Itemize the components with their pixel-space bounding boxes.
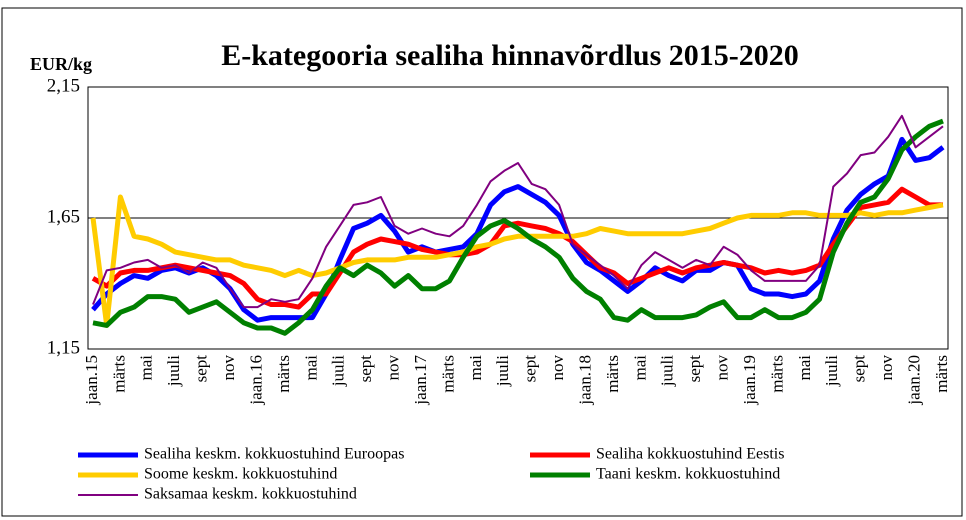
x-tick-label: jaan.15 bbox=[82, 355, 101, 406]
legend-label: Sealiha kokkuostuhind Eestis bbox=[596, 446, 784, 463]
y-tick-label: 2,15 bbox=[47, 75, 80, 96]
series-line bbox=[92, 114, 944, 309]
x-tick-label: jaan.19 bbox=[740, 355, 759, 406]
x-tick-label: märts bbox=[603, 355, 622, 393]
series-line bbox=[92, 118, 944, 336]
legend-label: Saksamaa keskm. kokkuostuhind bbox=[144, 486, 357, 503]
x-tick-label: sept bbox=[192, 355, 211, 383]
y-axis-label: EUR/kg bbox=[30, 54, 92, 74]
x-tick-label: mai bbox=[301, 355, 320, 381]
x-tick-label: juuli bbox=[329, 355, 348, 387]
x-tick-label: mai bbox=[137, 355, 156, 381]
x-tick-label: nov bbox=[384, 355, 403, 381]
x-tick-label: märts bbox=[438, 355, 457, 393]
x-tick-label: juuli bbox=[493, 355, 512, 387]
x-tick-label: nov bbox=[548, 355, 567, 381]
x-tick-label: märts bbox=[767, 355, 786, 393]
x-tick-label: sept bbox=[356, 355, 375, 383]
x-tick-label: jaan.17 bbox=[411, 355, 430, 406]
legend-label: Sealiha keskm. kokkuostuhind Euroopas bbox=[144, 446, 404, 463]
chart-frame bbox=[1, 7, 963, 517]
legend-label: Soome keskm. kokkuostuhind bbox=[144, 466, 337, 483]
x-tick-label: nov bbox=[219, 355, 238, 381]
x-tick-label: juuli bbox=[164, 355, 183, 387]
legend-label: Taani keskm. kokkuostuhind bbox=[596, 466, 780, 483]
x-tick-label: sept bbox=[521, 355, 540, 383]
series-line bbox=[90, 194, 944, 328]
x-tick-label: jaan.16 bbox=[246, 355, 265, 406]
series-line bbox=[91, 186, 943, 310]
x-tick-label: jaan.18 bbox=[575, 355, 594, 406]
x-tick-label: märts bbox=[109, 355, 128, 393]
y-tick-label: 1,15 bbox=[47, 337, 80, 358]
x-tick-label: mai bbox=[795, 355, 814, 381]
x-tick-label: sept bbox=[850, 355, 869, 383]
chart-title: E-kategooria sealiha hinnavõrdlus 2015-2… bbox=[221, 39, 799, 72]
x-tick-label: nov bbox=[713, 355, 732, 381]
x-tick-label: sept bbox=[685, 355, 704, 383]
x-tick-label: nov bbox=[877, 355, 896, 381]
x-tick-label: juuli bbox=[822, 355, 841, 387]
x-tick-label: mai bbox=[630, 355, 649, 381]
x-tick-label: märts bbox=[932, 355, 951, 393]
x-tick-label: mai bbox=[466, 355, 485, 381]
x-tick-label: jaan.20 bbox=[904, 355, 923, 406]
x-tick-label: märts bbox=[274, 355, 293, 393]
x-tick-label: juuli bbox=[658, 355, 677, 387]
y-tick-label: 1,65 bbox=[47, 206, 80, 227]
